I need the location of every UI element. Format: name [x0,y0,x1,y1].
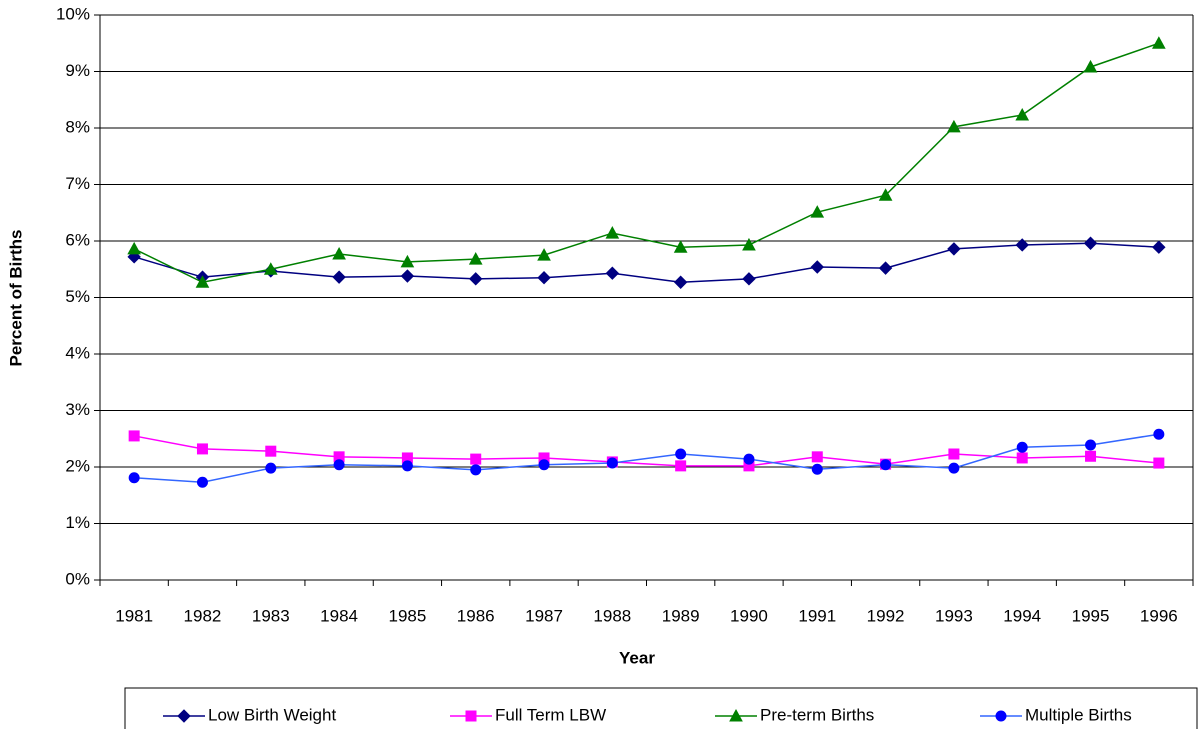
data-point [878,261,893,275]
data-point [468,252,483,265]
data-point [265,462,277,474]
data-point [1016,441,1028,453]
x-tick-label: 1993 [935,606,973,625]
data-point [673,275,688,289]
data-point [400,254,415,268]
series-line [134,435,1159,467]
data-point [605,226,620,239]
data-point [128,472,140,484]
legend-label: Low Birth Weight [208,705,336,724]
data-point [743,453,755,465]
series-line [133,242,1159,283]
x-tick-label: 1992 [867,606,905,625]
y-axis-label: Percent of Births [6,230,25,367]
data-point [742,272,756,286]
data-point [333,459,345,471]
y-tick-label: 4% [65,343,90,362]
x-tick-label: 1996 [1140,606,1178,625]
legend-label: Pre-term Births [760,705,874,724]
y-tick-label: 5% [65,287,90,306]
data-point [537,248,551,261]
x-axis-label: Year [619,648,655,667]
data-point [265,445,277,457]
y-tick-label: 2% [65,456,90,475]
data-point [1153,428,1165,440]
data-point [810,205,825,218]
x-tick-label: 1989 [662,606,700,625]
y-tick-label: 9% [65,61,90,80]
data-point [675,460,687,472]
data-point [605,266,620,280]
legend-marker [465,710,477,722]
data-point [673,240,688,253]
data-point [1016,452,1028,464]
data-point [332,270,346,284]
data-point [470,464,482,476]
data-point [128,430,140,442]
x-tick-label: 1988 [593,606,631,625]
legend-label: Multiple Births [1025,705,1132,724]
y-tick-label: 8% [65,117,90,136]
x-tick-label: 1983 [252,606,290,625]
data-point [1083,59,1098,73]
data-point [1085,439,1097,451]
data-point [538,459,550,471]
data-point [401,460,413,472]
data-point [1153,457,1165,469]
data-point [332,246,346,260]
data-point [948,448,960,460]
series-line [134,433,1159,484]
legend-marker [177,709,191,723]
data-point [1152,36,1166,49]
x-tick-label: 1995 [1072,606,1110,625]
data-point [195,275,210,288]
y-tick-label: 1% [65,513,90,532]
data-point [742,237,756,251]
data-point [470,453,482,465]
y-tick-label: 0% [65,569,90,588]
data-point [606,457,618,469]
legend-box [124,687,1198,729]
data-point [675,448,687,460]
y-tick-label: 7% [65,174,90,193]
x-tick-label: 1981 [115,606,153,625]
y-tick-label: 6% [65,230,90,249]
data-point [811,463,823,475]
x-tick-label: 1985 [388,606,426,625]
x-tick-label: 1984 [320,606,358,625]
data-point [948,462,960,474]
data-point [880,459,892,471]
x-tick-label: 1987 [525,606,563,625]
data-point [127,241,141,255]
legend-marker [729,708,743,722]
data-point [878,188,893,201]
data-point [1015,107,1030,121]
data-point [811,451,823,463]
data-point [1152,240,1166,254]
x-tick-label: 1990 [730,606,768,625]
data-point [1083,236,1098,250]
data-point [1015,238,1029,252]
x-tick-label: 1994 [1003,606,1041,625]
data-point [400,269,415,283]
y-tick-label: 10% [56,4,90,23]
y-tick-label: 3% [65,400,90,419]
x-tick-label: 1986 [457,606,495,625]
x-tick-label: 1982 [184,606,222,625]
data-point [263,262,278,275]
data-point [947,119,961,133]
data-point [537,271,551,285]
series-line [133,42,1160,284]
data-point [196,443,208,455]
x-tick-label: 1991 [798,606,836,625]
data-point [947,242,961,256]
data-point [469,272,483,286]
legend-marker [995,710,1007,722]
data-point [196,476,208,488]
data-point [810,260,824,274]
legend-label: Full Term LBW [495,705,606,724]
data-point [1085,450,1097,462]
